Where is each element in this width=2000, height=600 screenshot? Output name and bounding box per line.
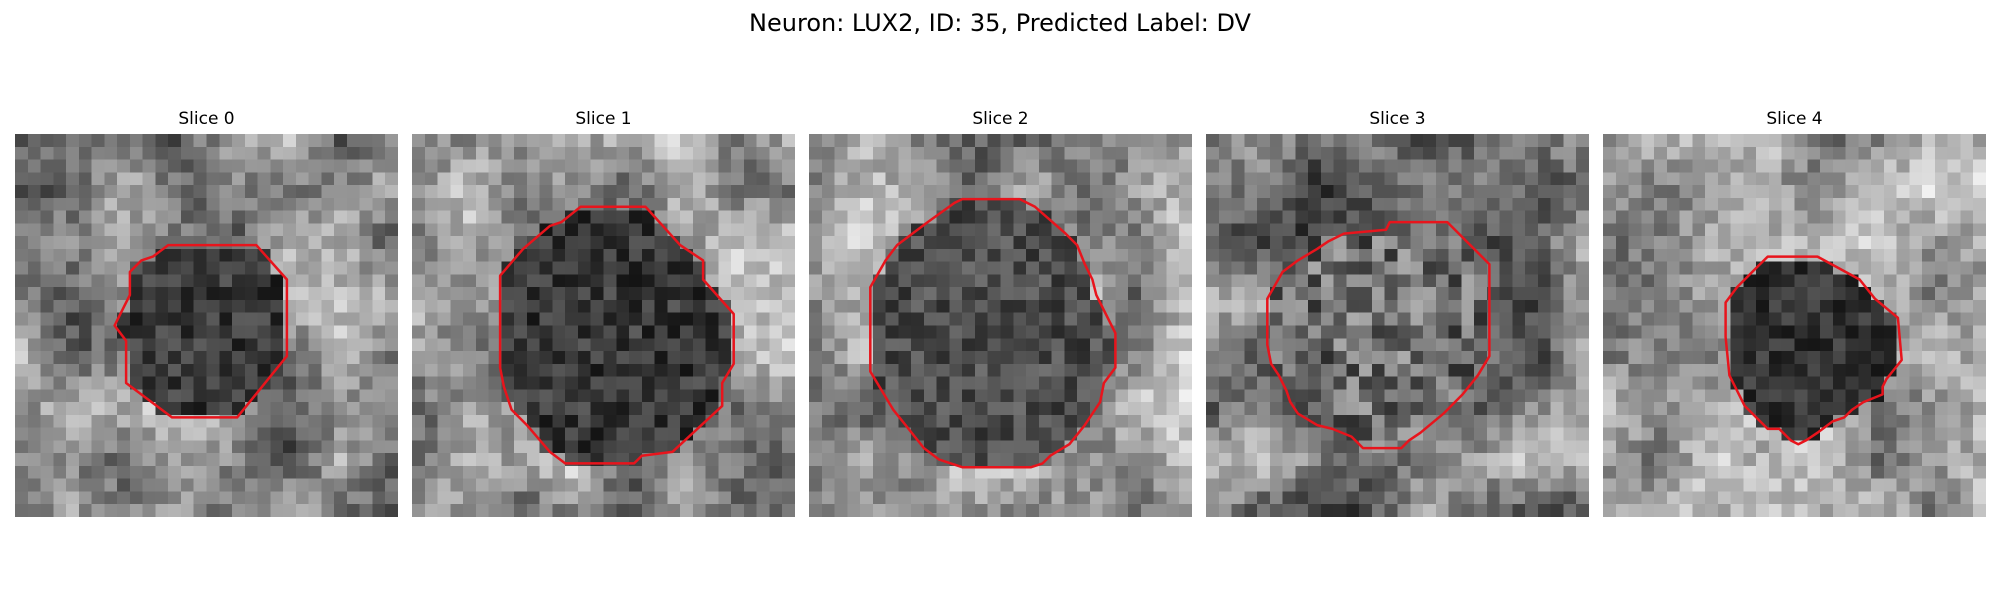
roi-contour (869, 197, 1117, 469)
slice-image-3 (1206, 134, 1589, 517)
slice-texture (1206, 134, 1589, 517)
slice-title-1: Slice 1 (575, 109, 632, 129)
slice-texture (412, 134, 795, 517)
slice-panel-4: Slice 4 (1603, 108, 1986, 518)
roi-contour (498, 205, 735, 465)
slice-title-4: Slice 4 (1766, 109, 1823, 129)
slice-texture (1603, 134, 1986, 517)
slice-texture (809, 134, 1192, 517)
slice-texture (15, 134, 398, 517)
slice-title-2: Slice 2 (972, 109, 1029, 129)
slice-image-4 (1603, 134, 1986, 517)
roi-contour (1266, 220, 1491, 450)
slice-panel-3: Slice 3 (1206, 108, 1589, 518)
slice-title-3: Slice 3 (1369, 109, 1426, 129)
figure-title: Neuron: LUX2, ID: 35, Predicted Label: D… (749, 9, 1251, 37)
slice-image-2 (809, 134, 1192, 517)
slice-panel-0: Slice 0 (15, 108, 398, 518)
roi-contour (1724, 255, 1903, 446)
roi-contour (113, 243, 289, 419)
slice-panel-1: Slice 1 (412, 108, 795, 518)
slice-panel-2: Slice 2 (809, 108, 1192, 518)
slice-image-0 (15, 134, 398, 517)
slice-image-1 (412, 134, 795, 517)
slice-title-0: Slice 0 (178, 109, 235, 129)
